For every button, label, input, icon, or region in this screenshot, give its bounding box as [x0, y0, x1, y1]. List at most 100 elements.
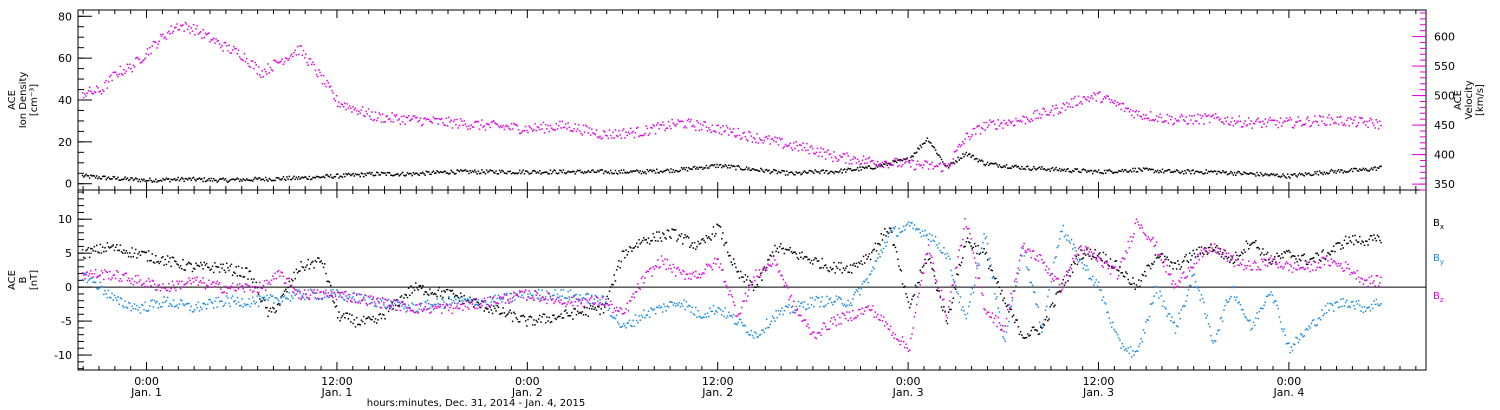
- velocity-series-point: [1223, 123, 1225, 125]
- velocity-series-point: [127, 67, 130, 69]
- by-series-point: [695, 306, 697, 309]
- by-series-point: [309, 288, 312, 291]
- ion-density-series-point: [534, 170, 536, 173]
- bx-series-point: [1115, 259, 1118, 262]
- ion-density-series-point: [471, 170, 474, 172]
- ion-density-series-point: [928, 141, 931, 144]
- velocity-series-point: [169, 33, 171, 35]
- bx-series-point: [898, 265, 900, 267]
- by-series-point: [1360, 310, 1362, 312]
- by-series-point: [341, 296, 344, 299]
- velocity-series-point: [140, 61, 143, 64]
- bx-series-point: [85, 249, 87, 252]
- velocity-series-point: [1343, 123, 1346, 125]
- velocity-series-point: [1296, 121, 1298, 123]
- ion-density-series-point: [601, 169, 604, 171]
- bx-series-point: [1097, 253, 1100, 256]
- velocity-series-point: [228, 44, 230, 46]
- velocity-series-point: [1146, 117, 1148, 120]
- velocity-series-point: [747, 140, 749, 142]
- ion-density-series-point: [1212, 171, 1215, 173]
- ion-density-series-point: [887, 162, 890, 165]
- velocity-series-point: [503, 128, 506, 131]
- by-series-point: [691, 306, 693, 309]
- velocity-series-point: [319, 71, 321, 74]
- by-series-point: [827, 302, 829, 305]
- by-series-point: [1249, 319, 1251, 321]
- ion-density-series-point: [911, 155, 913, 157]
- velocity-series-point: [1180, 113, 1183, 116]
- ion-density-series-point: [87, 175, 90, 177]
- by-series-point: [121, 305, 124, 307]
- ion-density-series-point: [574, 173, 577, 175]
- bx-series: [81, 223, 1382, 339]
- velocity-series-point: [797, 150, 800, 152]
- bx-series-point: [209, 269, 211, 272]
- ion-density-series-point: [918, 148, 920, 150]
- by-series-point: [581, 297, 584, 300]
- ion-density-series-point: [1116, 171, 1119, 174]
- bx-series-point: [1142, 274, 1145, 277]
- velocity-series-point: [631, 132, 633, 134]
- ion-density-series-point: [1271, 173, 1274, 176]
- by-series-point: [1208, 325, 1211, 328]
- by-series-point: [84, 273, 86, 275]
- by-series-point: [711, 310, 714, 313]
- by-series-point: [191, 311, 194, 313]
- ion-density-series-point: [1113, 171, 1115, 174]
- ion-density-series-point: [430, 173, 432, 176]
- ion-density-series-point: [876, 166, 879, 168]
- velocity-series-point: [184, 21, 187, 24]
- by-series-point: [716, 311, 718, 313]
- bx-series-point: [248, 270, 250, 273]
- bx-series-point: [523, 315, 526, 318]
- by-series-point: [1272, 301, 1275, 304]
- bx-series-point: [715, 232, 717, 235]
- velocity-series-point: [704, 121, 706, 123]
- by-series-point: [1250, 328, 1252, 331]
- bx-series-point: [179, 265, 182, 267]
- ion-density-series-point: [396, 173, 398, 175]
- bx-series-point: [566, 312, 568, 314]
- bx-series-point: [620, 260, 623, 263]
- velocity-series-point: [784, 143, 787, 146]
- by-series-point: [1380, 303, 1382, 305]
- by-series-point: [437, 302, 439, 305]
- by-series-point: [171, 305, 174, 308]
- ion-density-series-point: [1030, 169, 1033, 171]
- ion-density-series-point: [300, 177, 302, 179]
- ion-density-series-point: [1075, 168, 1077, 171]
- velocity-series-point: [886, 162, 888, 165]
- bx-series-point: [972, 246, 975, 249]
- by-series-point: [1060, 230, 1062, 233]
- by-series-point: [1304, 329, 1307, 331]
- ion-density-series-point: [785, 170, 788, 172]
- velocity-series-point: [555, 123, 558, 125]
- by-series-point: [1006, 325, 1009, 327]
- velocity-series-point: [405, 116, 408, 118]
- velocity-series-point: [533, 128, 535, 131]
- velocity-series-point: [1040, 117, 1042, 119]
- ion-density-series-point: [1216, 173, 1218, 175]
- velocity-series-point: [823, 151, 826, 153]
- bx-series-point: [775, 250, 777, 253]
- bz-series-point: [113, 274, 116, 276]
- ion-density-series-point: [1195, 170, 1198, 173]
- velocity-series-point: [902, 158, 905, 160]
- bz-series-point: [107, 277, 110, 280]
- by-series-point: [1182, 304, 1185, 307]
- bz-series-point: [186, 281, 189, 283]
- by-series-point: [1023, 255, 1025, 257]
- by-series-point: [1214, 340, 1217, 342]
- velocity-series-point: [1082, 96, 1085, 98]
- ion-density-series-point: [208, 177, 210, 180]
- by-series-point: [638, 315, 640, 317]
- velocity-series-point: [208, 32, 210, 34]
- velocity-series-point: [282, 63, 285, 66]
- by-series-point: [237, 301, 240, 303]
- bx-series-point: [1084, 254, 1087, 256]
- ion-density-series-point: [716, 163, 718, 166]
- bx-series-point: [372, 315, 374, 318]
- ion-density-series-point: [231, 178, 234, 181]
- ion-density-series-point: [494, 172, 496, 174]
